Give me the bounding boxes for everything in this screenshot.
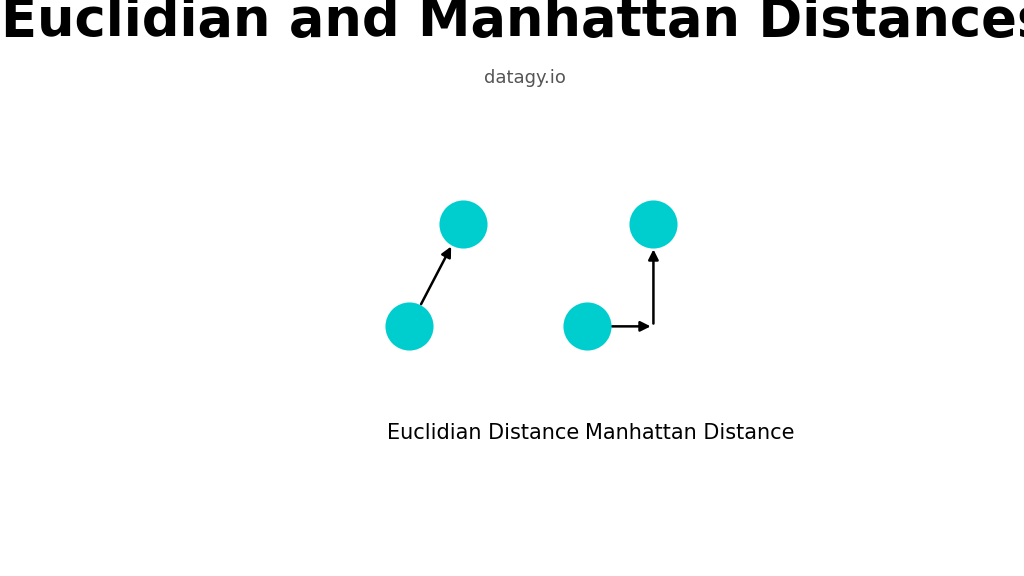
Text: Manhattan Distance: Manhattan Distance: [585, 423, 795, 443]
Text: datagy.io: datagy.io: [484, 69, 565, 87]
Text: Differences between
Euclidian and Manhattan Distances: Differences between Euclidian and Manhat…: [1, 0, 1024, 47]
Text: Euclidian Distance: Euclidian Distance: [387, 423, 580, 443]
Point: [579, 322, 595, 331]
Point: [455, 219, 471, 229]
Point: [645, 219, 662, 229]
Point: [401, 322, 418, 331]
